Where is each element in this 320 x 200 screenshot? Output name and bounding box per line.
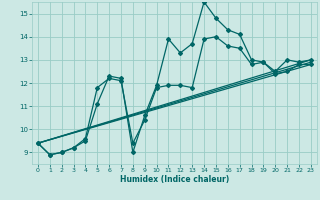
X-axis label: Humidex (Indice chaleur): Humidex (Indice chaleur): [120, 175, 229, 184]
